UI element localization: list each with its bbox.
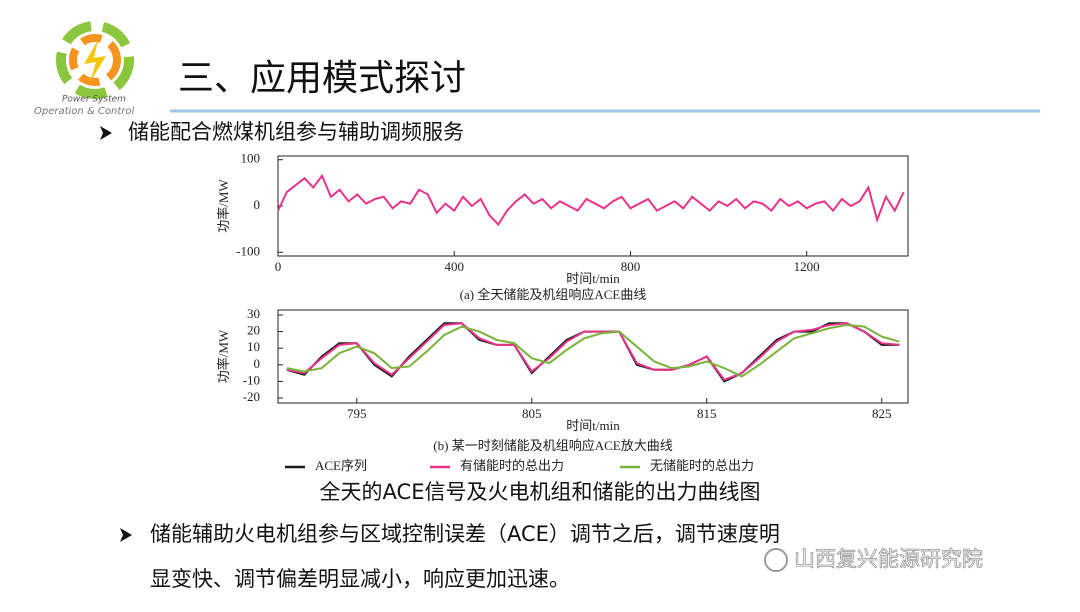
x-tick-label: 815 bbox=[697, 406, 717, 421]
bullet-marker bbox=[100, 126, 112, 140]
y-tick-label: 0 bbox=[254, 197, 261, 212]
legend-label: 有储能时的总出力 bbox=[460, 458, 564, 473]
logo-ring bbox=[56, 21, 134, 99]
watermark-icon bbox=[764, 548, 788, 572]
bullet-text: 储能辅助火电机组参与区域控制误差（ACE）调节之后，调节速度明 bbox=[150, 522, 780, 546]
x-tick-label: 400 bbox=[444, 259, 464, 274]
y-axis-label: 功率/MW bbox=[216, 329, 231, 383]
bullet-text: 储能配合燃煤机组参与辅助调频服务 bbox=[128, 120, 464, 144]
chart-caption: (b) 某一时刻储能及机组响应ACE放大曲线 bbox=[433, 438, 672, 453]
logo-text: Operation & Control bbox=[34, 106, 135, 117]
x-axis-label: 时间t/min bbox=[566, 271, 620, 286]
y-tick-label: -10 bbox=[243, 372, 260, 387]
data-line bbox=[277, 173, 905, 227]
chart-caption: (a) 全天储能及机组响应ACE曲线 bbox=[460, 287, 647, 302]
bullet-marker bbox=[120, 528, 132, 542]
legend-label: ACE序列 bbox=[315, 458, 367, 473]
x-tick-label: 805 bbox=[522, 406, 542, 421]
plot-frame bbox=[277, 309, 909, 404]
figure-caption: 全天的ACE信号及火电机组和储能的出力曲线图 bbox=[320, 480, 761, 504]
plot-frame bbox=[277, 155, 909, 257]
logo: Power System Operation & Control bbox=[34, 21, 135, 117]
x-tick-label: 825 bbox=[872, 406, 892, 421]
y-tick-label: 10 bbox=[247, 339, 260, 354]
logo-text: Power System bbox=[62, 95, 126, 105]
x-tick-label: 1200 bbox=[794, 259, 820, 274]
y-tick-label: -100 bbox=[236, 243, 260, 258]
x-axis-label: 时间t/min bbox=[566, 418, 620, 433]
y-tick-label: 100 bbox=[241, 151, 261, 166]
x-tick-label: 800 bbox=[621, 259, 641, 274]
y-tick-label: 20 bbox=[247, 323, 260, 338]
y-tick-label: 30 bbox=[247, 306, 260, 321]
x-tick-label: 795 bbox=[347, 406, 367, 421]
bullet-text: 显变快、调节偏差明显减小，响应更加迅速。 bbox=[150, 567, 570, 591]
x-tick-label: 0 bbox=[275, 259, 282, 274]
legend-label: 无储能时的总出力 bbox=[650, 458, 754, 473]
y-axis-label: 功率/MW bbox=[216, 179, 231, 233]
y-tick-label: -20 bbox=[243, 389, 260, 404]
logo-bolt bbox=[84, 40, 106, 82]
data-line bbox=[286, 322, 900, 381]
watermark: 山西复兴能源研究院 bbox=[794, 547, 983, 571]
data-line bbox=[286, 323, 900, 378]
logo-ring bbox=[69, 34, 121, 86]
y-tick-label: 0 bbox=[254, 356, 261, 371]
slide-title: 三、应用模式探讨 bbox=[178, 58, 466, 99]
